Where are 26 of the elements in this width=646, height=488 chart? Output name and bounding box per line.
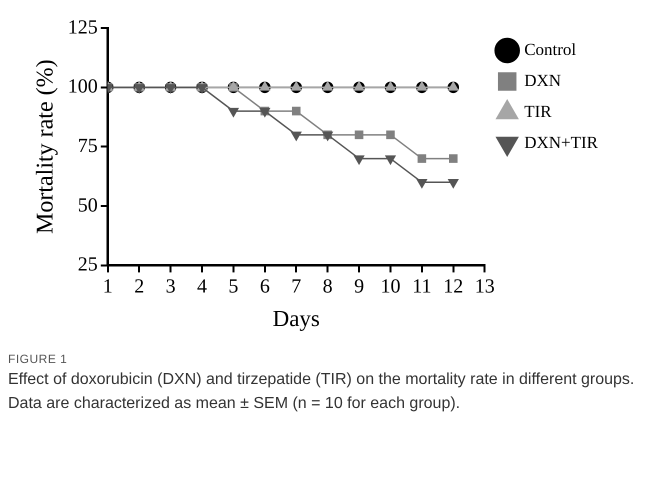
x-tick-label: 3 xyxy=(166,276,176,298)
x-tick-label: 11 xyxy=(412,276,432,298)
y-axis-title: Mortality rate (%) xyxy=(32,59,59,234)
x-tick-label: 12 xyxy=(443,276,464,298)
x-tick-label: 2 xyxy=(134,276,144,298)
x-tick-label: 13 xyxy=(474,276,495,298)
legend-label: TIR xyxy=(524,102,552,121)
y-tick-label: 25 xyxy=(78,254,98,276)
legend-label: DXN+TIR xyxy=(524,132,599,152)
x-tick-label: 6 xyxy=(260,276,270,298)
x-tick-label: 7 xyxy=(291,276,302,298)
x-tick-label: 8 xyxy=(322,276,333,298)
legend-label: Control xyxy=(524,40,576,59)
legend-label: DXN xyxy=(524,70,562,90)
x-tick-label: 10 xyxy=(380,276,400,298)
y-tick-label: 125 xyxy=(68,16,98,38)
caption: FIGURE 1 xyxy=(8,352,68,366)
x-tick-label: 9 xyxy=(354,276,364,298)
text: Effect of doxorubicin (DXN) and tirzepatide (TIR) on the mortality rate in different groups. Data are characterized as mean ± SEM (n = 10 for each group). xyxy=(8,370,636,414)
y-tick-label: 100 xyxy=(68,76,98,98)
x-tick-label: 4 xyxy=(197,276,208,298)
x-axis-title: Days xyxy=(272,306,320,332)
y-tick-label: 50 xyxy=(78,194,98,216)
x-tick-label: 5 xyxy=(228,276,238,298)
x-tick-label: 1 xyxy=(102,276,113,298)
y-tick-label: 75 xyxy=(78,134,98,157)
